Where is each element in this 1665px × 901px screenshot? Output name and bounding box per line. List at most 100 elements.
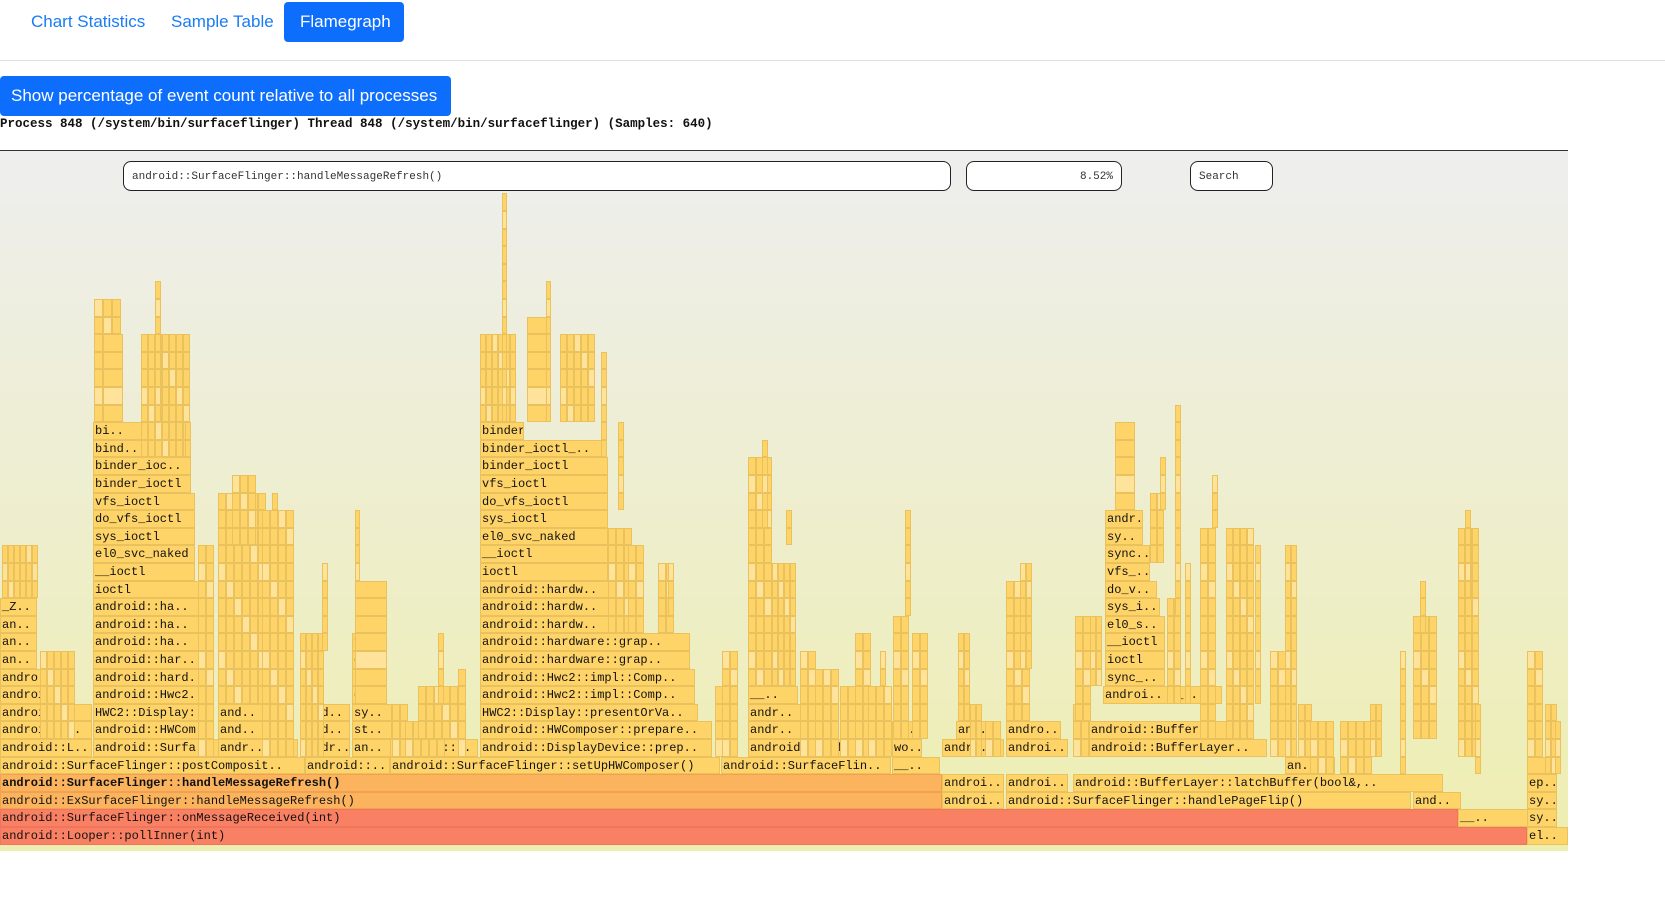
- flame-frame[interactable]: [624, 527, 632, 546]
- flame-frame[interactable]: [756, 527, 764, 546]
- flame-frame[interactable]: [270, 721, 278, 739]
- flame-frame[interactable]: [270, 651, 278, 669]
- flame-frame[interactable]: sy..: [1527, 809, 1557, 827]
- flame-frame[interactable]: [141, 422, 148, 440]
- flame-frame[interactable]: [527, 316, 547, 335]
- flame-frame[interactable]: [1075, 651, 1083, 669]
- flame-frame[interactable]: [47, 721, 54, 739]
- flame-frame[interactable]: [790, 598, 796, 616]
- flame-frame[interactable]: [232, 492, 240, 511]
- flame-frame[interactable]: and..: [218, 703, 263, 722]
- flame-frame[interactable]: [912, 633, 920, 651]
- flame-frame[interactable]: [1465, 686, 1472, 704]
- flame-frame[interactable]: [148, 351, 155, 370]
- flame-frame[interactable]: [426, 721, 434, 739]
- flame-frame[interactable]: [588, 351, 595, 370]
- flame-frame[interactable]: [1014, 686, 1022, 704]
- flame-frame[interactable]: [1200, 686, 1208, 704]
- flame-frame[interactable]: [778, 651, 784, 669]
- flame-frame[interactable]: [1291, 545, 1297, 563]
- flame-frame[interactable]: [1298, 739, 1305, 757]
- flame-frame[interactable]: [169, 369, 176, 387]
- flame-frame[interactable]: [502, 263, 507, 282]
- flame-frame[interactable]: [502, 228, 507, 247]
- flame-frame[interactable]: [103, 316, 112, 335]
- flame-frame[interactable]: [183, 404, 190, 423]
- flame-frame[interactable]: [920, 686, 928, 704]
- flame-frame[interactable]: [1006, 633, 1014, 651]
- flame-frame[interactable]: [628, 545, 636, 563]
- flame-frame[interactable]: [206, 633, 214, 651]
- flame-frame[interactable]: [815, 703, 823, 722]
- flame-frame[interactable]: [764, 563, 772, 581]
- flame-frame[interactable]: [278, 563, 286, 581]
- flame-frame[interactable]: [392, 703, 400, 722]
- flame-frame[interactable]: __ioctl: [93, 563, 195, 581]
- flame-frame[interactable]: [1212, 475, 1218, 493]
- flame-frame[interactable]: [486, 387, 492, 405]
- flame-frame[interactable]: [262, 721, 270, 739]
- flame-frame[interactable]: [1429, 651, 1437, 669]
- flame-frame[interactable]: [141, 369, 148, 387]
- flame-frame[interactable]: [286, 739, 294, 757]
- flame-frame[interactable]: an..: [0, 651, 37, 669]
- flame-frame[interactable]: [784, 633, 790, 651]
- flame-frame[interactable]: [502, 246, 507, 264]
- flame-frame[interactable]: [502, 299, 507, 317]
- flame-frame[interactable]: andr..: [1105, 510, 1143, 528]
- flame-frame[interactable]: android::SurfaceFlinger::handlePageFlip(…: [1006, 791, 1411, 810]
- flame-frame[interactable]: [1247, 580, 1254, 599]
- flame-frame[interactable]: [1535, 721, 1543, 739]
- flame-frame[interactable]: [438, 651, 444, 669]
- flame-frame[interactable]: [1465, 563, 1471, 581]
- flame-frame[interactable]: [262, 739, 270, 757]
- flame-frame[interactable]: [748, 527, 756, 546]
- flame-frame[interactable]: [863, 651, 871, 669]
- flame-frame[interactable]: [262, 510, 270, 528]
- flame-frame[interactable]: [278, 651, 286, 669]
- flame-frame[interactable]: [206, 545, 214, 563]
- flame-frame[interactable]: [1022, 703, 1030, 722]
- flame-frame[interactable]: [1006, 703, 1014, 722]
- flame-frame[interactable]: [162, 369, 169, 387]
- flame-frame[interactable]: [855, 739, 863, 757]
- flame-frame[interactable]: [636, 563, 644, 581]
- flame-frame[interactable]: [183, 334, 190, 352]
- flame-frame[interactable]: [148, 422, 155, 440]
- flame-frame[interactable]: [1270, 668, 1278, 687]
- flame-frame[interactable]: [270, 527, 278, 546]
- flame-frame[interactable]: [901, 703, 909, 722]
- flame-frame[interactable]: [502, 351, 507, 370]
- flame-frame[interactable]: [1465, 615, 1472, 634]
- flame-frame[interactable]: [1075, 633, 1083, 651]
- flame-frame[interactable]: [808, 651, 816, 669]
- flame-frame[interactable]: [1270, 686, 1278, 704]
- flame-frame[interactable]: [1233, 721, 1240, 739]
- flame-frame[interactable]: [1175, 598, 1181, 616]
- flame-frame[interactable]: [748, 633, 756, 651]
- flame-frame[interactable]: [270, 703, 278, 722]
- flame-frame[interactable]: [1458, 686, 1465, 704]
- flame-frame[interactable]: an..: [352, 739, 392, 757]
- flame-frame[interactable]: [588, 334, 595, 352]
- flame-frame[interactable]: [240, 510, 248, 528]
- flame-frame[interactable]: [355, 668, 387, 687]
- flame-frame[interactable]: [1115, 457, 1135, 475]
- flame-frame[interactable]: [392, 721, 400, 739]
- flame-frame[interactable]: [1150, 527, 1157, 546]
- flame-frame[interactable]: sy..: [352, 703, 392, 722]
- flame-frame[interactable]: [312, 703, 318, 722]
- flame-frame[interactable]: [234, 563, 242, 581]
- flame-frame[interactable]: [748, 510, 756, 528]
- flame-frame[interactable]: [756, 580, 764, 599]
- flame-frame[interactable]: [47, 651, 54, 669]
- flame-frame[interactable]: [964, 703, 970, 722]
- flame-frame[interactable]: [560, 387, 567, 405]
- flame-frame[interactable]: [94, 299, 103, 317]
- flame-frame[interactable]: [1247, 563, 1254, 581]
- flame-frame[interactable]: [800, 651, 808, 669]
- flame-frame[interactable]: [912, 721, 920, 739]
- flame-frame[interactable]: [312, 739, 318, 757]
- flame-frame[interactable]: [985, 721, 993, 739]
- flame-frame[interactable]: [198, 703, 206, 722]
